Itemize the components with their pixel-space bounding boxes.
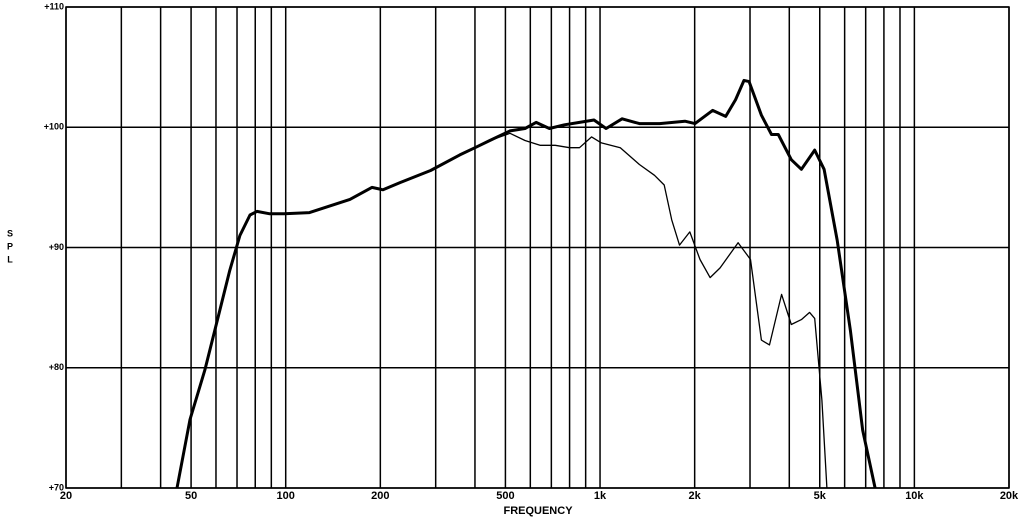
y-tick-label: +110: [44, 1, 64, 11]
y-axis-label: SPL: [5, 229, 15, 268]
x-tick-label: 50: [185, 490, 197, 502]
x-tick-label: 2k: [689, 490, 702, 502]
x-tick-label: 20k: [1000, 490, 1019, 502]
line-series: [489, 132, 828, 489]
x-tick-label: 5k: [814, 490, 827, 502]
x-tick-label: 100: [277, 490, 295, 502]
x-tick-label: 20: [60, 490, 72, 502]
x-tick-label: 500: [496, 490, 514, 502]
y-tick-label: +100: [44, 122, 64, 132]
x-tick-label: 1k: [594, 490, 607, 502]
x-tick-label: 10k: [905, 490, 924, 502]
y-tick-label: +80: [49, 362, 64, 372]
plot-frame: [65, 6, 1010, 489]
x-tick-label: 200: [371, 490, 389, 502]
line-series: [175, 78, 877, 489]
y-tick-label: +70: [49, 482, 64, 492]
x-axis-label: FREQUENCY: [503, 505, 573, 517]
y-tick-label: +90: [49, 242, 64, 252]
